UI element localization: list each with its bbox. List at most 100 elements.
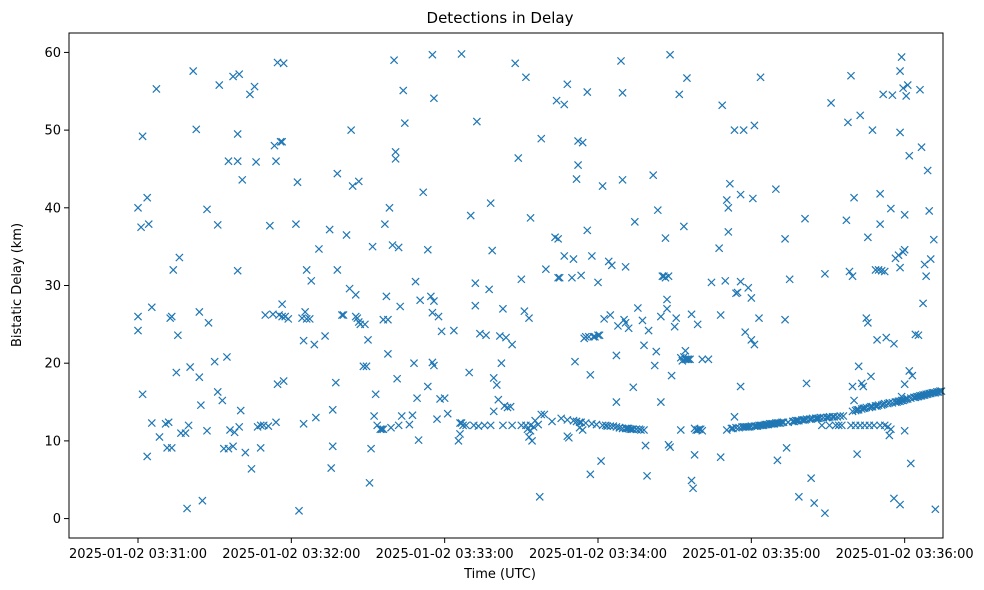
data-point xyxy=(820,269,829,278)
data-point xyxy=(429,94,438,103)
data-point xyxy=(914,331,923,340)
data-point xyxy=(328,442,337,451)
data-point xyxy=(328,405,337,414)
data-point xyxy=(560,100,569,109)
data-point xyxy=(302,314,311,323)
data-point xyxy=(210,357,219,366)
data-point xyxy=(528,436,537,445)
data-point xyxy=(597,457,606,466)
data-point xyxy=(653,206,662,215)
data-point xyxy=(229,442,238,451)
data-point xyxy=(299,336,308,345)
data-point xyxy=(836,411,845,421)
data-point xyxy=(147,303,156,312)
data-point xyxy=(876,189,885,198)
data-point xyxy=(291,220,300,229)
data-point xyxy=(391,147,400,156)
data-point xyxy=(390,56,399,65)
data-point xyxy=(331,378,340,387)
data-point xyxy=(426,292,435,301)
data-point xyxy=(886,204,895,213)
data-point xyxy=(643,471,652,480)
data-point xyxy=(848,272,857,281)
data-point xyxy=(204,318,213,327)
data-point xyxy=(498,421,507,430)
data-point xyxy=(896,263,905,272)
data-point xyxy=(716,310,725,320)
data-point xyxy=(526,213,535,222)
data-point xyxy=(879,90,888,99)
data-point xyxy=(903,81,912,90)
data-point xyxy=(682,74,691,83)
data-point xyxy=(845,267,854,276)
data-point xyxy=(492,380,501,389)
data-point xyxy=(624,324,633,333)
data-point xyxy=(633,304,642,313)
data-point xyxy=(508,340,517,349)
data-point xyxy=(827,98,836,107)
data-point xyxy=(937,387,946,396)
data-point xyxy=(902,91,911,100)
data-point xyxy=(480,421,489,430)
data-point xyxy=(321,331,330,341)
data-point xyxy=(236,406,245,415)
data-point xyxy=(133,312,143,321)
data-point xyxy=(652,347,661,356)
data-point xyxy=(888,91,897,100)
data-point xyxy=(434,312,443,321)
data-point xyxy=(152,84,161,93)
data-point xyxy=(506,402,515,411)
data-point xyxy=(644,326,653,335)
data-point xyxy=(383,349,392,358)
data-point xyxy=(834,421,843,430)
data-point xyxy=(386,423,396,432)
data-point xyxy=(489,373,498,382)
data-point xyxy=(196,401,205,410)
y-axis-ticks: 0 10 20 30 40 50 60 xyxy=(44,46,69,527)
data-point xyxy=(377,425,386,434)
data-point xyxy=(698,355,707,364)
data-point xyxy=(541,265,550,274)
data-point xyxy=(173,331,182,340)
data-point xyxy=(379,425,388,434)
data-point xyxy=(754,314,764,323)
data-point xyxy=(574,161,583,170)
data-point xyxy=(454,436,463,445)
data-point xyxy=(662,304,672,313)
data-point xyxy=(578,138,587,147)
data-point xyxy=(781,234,790,243)
data-point xyxy=(900,210,909,219)
data-point xyxy=(362,362,371,371)
data-point xyxy=(666,50,675,59)
data-point xyxy=(684,355,693,364)
y-tick-label: 10 xyxy=(44,434,61,449)
y-tick-label: 30 xyxy=(44,279,61,294)
data-point xyxy=(756,73,765,82)
data-point xyxy=(899,248,908,257)
data-point xyxy=(485,285,494,294)
data-point xyxy=(521,73,530,82)
y-tick-label: 40 xyxy=(44,201,61,216)
data-point xyxy=(261,310,270,320)
data-point xyxy=(868,126,877,135)
data-point xyxy=(560,251,569,261)
data-point xyxy=(184,421,193,430)
x-tick-label: 2025-01-02 03:31:00 xyxy=(69,547,207,562)
data-point xyxy=(863,233,872,242)
data-point xyxy=(172,368,181,377)
data-point xyxy=(376,425,385,434)
data-point xyxy=(271,157,281,166)
data-point xyxy=(514,154,523,163)
data-point xyxy=(475,329,484,338)
data-point xyxy=(345,284,354,293)
data-point xyxy=(661,234,670,243)
data-point xyxy=(466,211,475,220)
x-tick-label: 2025-01-02 03:35:00 xyxy=(682,547,820,562)
data-point xyxy=(675,90,684,99)
data-point xyxy=(750,121,759,130)
data-point xyxy=(839,411,848,421)
x-tick-label: 2025-01-02 03:32:00 xyxy=(222,547,360,562)
data-point xyxy=(664,272,673,281)
data-point xyxy=(301,307,310,316)
data-point xyxy=(629,383,638,392)
